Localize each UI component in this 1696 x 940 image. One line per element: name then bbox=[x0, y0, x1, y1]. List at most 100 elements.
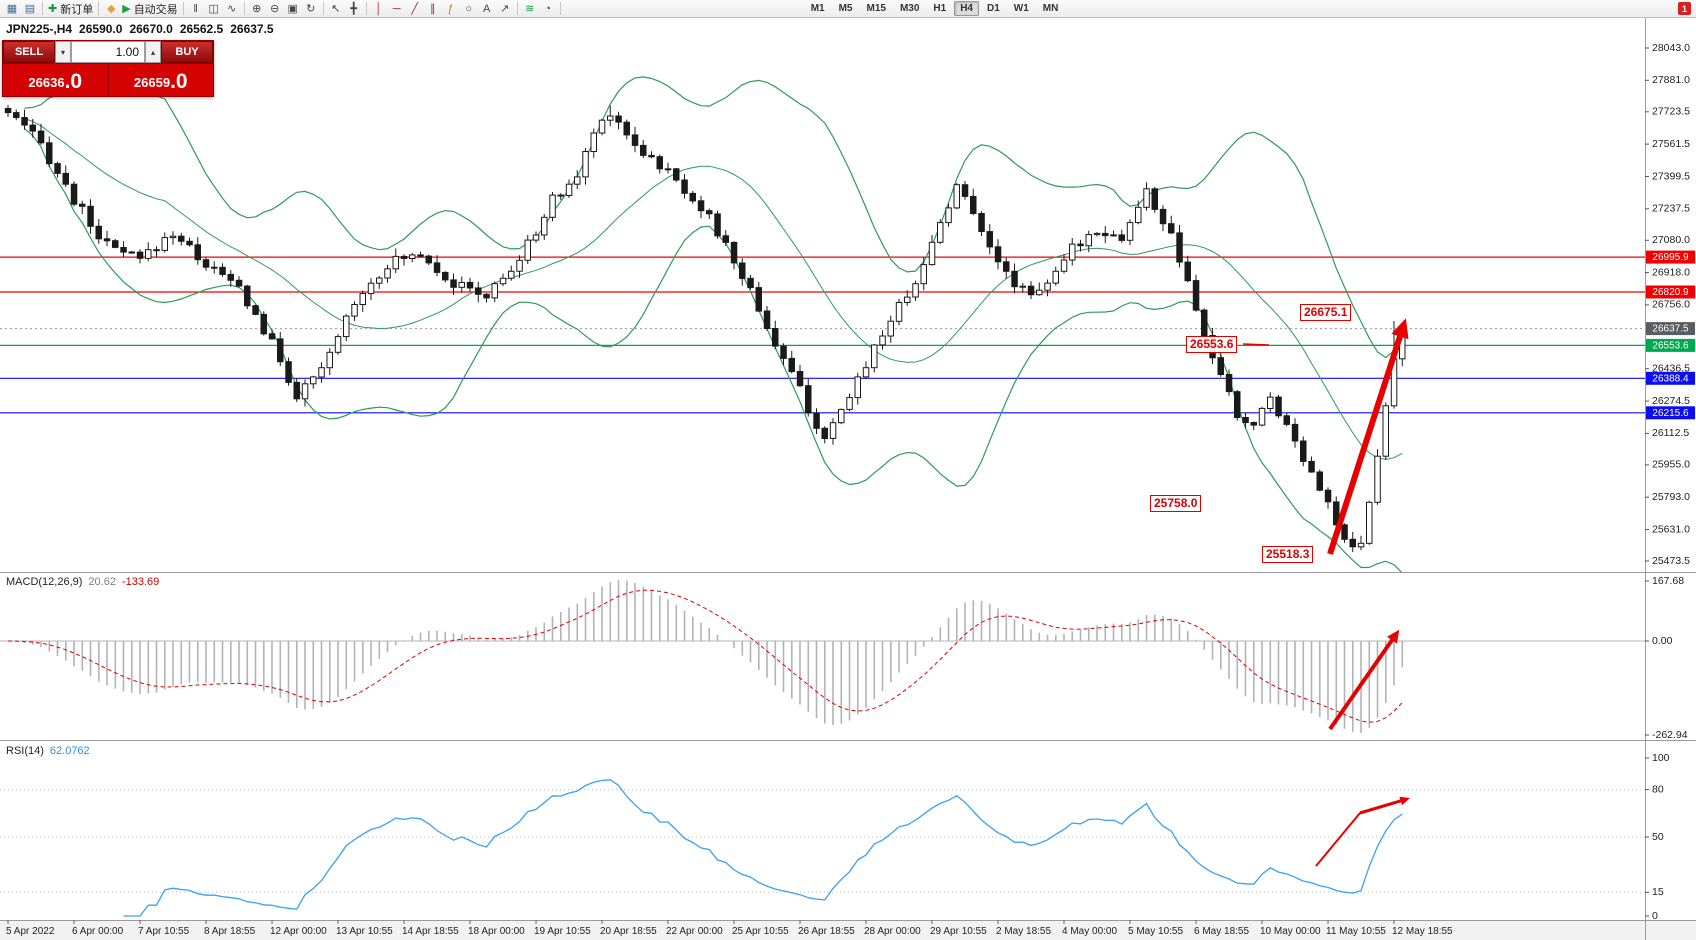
new-chart-icon[interactable]: ▦ bbox=[3, 1, 21, 17]
new-order-button[interactable]: ✚ 新订单 bbox=[46, 1, 95, 17]
timeframe-m5[interactable]: M5 bbox=[838, 3, 853, 14]
svg-text:25631.0: 25631.0 bbox=[1652, 523, 1690, 535]
svg-text:13 Apr 10:55: 13 Apr 10:55 bbox=[336, 926, 393, 937]
ohlc-low: 26562.5 bbox=[179, 22, 224, 36]
tile-windows-icon[interactable]: ▣ bbox=[284, 1, 302, 17]
line-chart-icon[interactable]: ∿ bbox=[223, 1, 241, 17]
timeframe-m15[interactable]: M15 bbox=[866, 3, 886, 14]
rsi-indicator-label: RSI(14) 62.0762 bbox=[6, 745, 96, 757]
svg-text:12 May 18:55: 12 May 18:55 bbox=[1392, 926, 1453, 937]
alert-badge-icon[interactable]: 1 bbox=[1678, 2, 1691, 15]
indicators-icon[interactable]: ≋ bbox=[521, 1, 539, 17]
candlestick-chart-icon[interactable]: ◫ bbox=[205, 1, 223, 17]
ask-price-big: .0 bbox=[170, 70, 188, 93]
svg-text:100: 100 bbox=[1652, 752, 1670, 764]
ohlc-high: 26670.0 bbox=[129, 22, 173, 36]
metaeditor-icon[interactable]: ◆ bbox=[102, 1, 120, 17]
svg-text:50: 50 bbox=[1652, 831, 1664, 843]
svg-text:-262.94: -262.94 bbox=[1652, 729, 1688, 741]
cursor-icon[interactable]: ↖ bbox=[327, 1, 345, 17]
autotrading-button-label: 自动交易 bbox=[133, 3, 178, 16]
svg-text:80: 80 bbox=[1652, 783, 1664, 795]
price-annotation[interactable]: 25518.3 bbox=[1262, 546, 1314, 563]
shapes-icon: ○ bbox=[465, 2, 473, 15]
arrow-object-icon: ↗ bbox=[500, 2, 510, 15]
svg-text:26436.5: 26436.5 bbox=[1652, 362, 1690, 374]
timeframe-h4[interactable]: H4 bbox=[954, 1, 979, 16]
price-annotation[interactable]: 25758.0 bbox=[1150, 495, 1202, 512]
timeframe-h1[interactable]: H1 bbox=[933, 3, 947, 14]
svg-text:25955.0: 25955.0 bbox=[1652, 459, 1690, 471]
new-order-button-label: 新订单 bbox=[60, 3, 94, 16]
volume-decrease-button[interactable]: ▾ bbox=[55, 41, 71, 63]
buy-button[interactable]: BUY bbox=[161, 41, 213, 63]
svg-text:14 Apr 18:55: 14 Apr 18:55 bbox=[402, 926, 459, 937]
timeframe-m30[interactable]: M30 bbox=[899, 3, 920, 14]
toolbar-separator bbox=[98, 2, 100, 15]
text-label-icon[interactable]: A bbox=[478, 1, 496, 17]
svg-text:5 May 10:55: 5 May 10:55 bbox=[1128, 926, 1183, 937]
main-toolbar: ▦ ▤ ✚ 新订单 ◆ ▶ 自动交易 ‖ ◫ ∿ ⊕ ⊖ ▣ ↻ ↖ ╋ │ ─ ╱ ∥ ƒ ○ A ↗ ≋ ◔ M1 M5 M15 M3… bbox=[0, 0, 1696, 18]
bid-price-main: 26636 bbox=[28, 75, 65, 90]
arrow-object-icon[interactable]: ↗ bbox=[496, 1, 514, 17]
trendline-icon[interactable]: ╱ bbox=[406, 1, 424, 17]
svg-text:2 May 18:55: 2 May 18:55 bbox=[996, 926, 1051, 937]
shapes-icon[interactable]: ○ bbox=[460, 1, 478, 17]
svg-text:18 Apr 00:00: 18 Apr 00:00 bbox=[468, 926, 525, 937]
rsi-value: 62.0762 bbox=[49, 745, 90, 757]
fibonacci-icon[interactable]: ƒ bbox=[442, 1, 460, 17]
svg-text:27561.5: 27561.5 bbox=[1652, 138, 1690, 150]
volume-input[interactable] bbox=[71, 41, 145, 63]
price-annotation[interactable]: 26553.6 bbox=[1186, 336, 1238, 353]
price-annotation[interactable]: 26675.1 bbox=[1300, 304, 1352, 321]
sell-button[interactable]: SELL bbox=[3, 41, 55, 63]
new-order-plus-icon: ✚ bbox=[48, 2, 58, 15]
bollinger-lower-band bbox=[24, 128, 1402, 572]
timeframe-group: M1 M5 M15 M30 H1 H4 D1 W1 MN bbox=[804, 1, 1066, 16]
svg-text:27881.0: 27881.0 bbox=[1652, 74, 1690, 86]
crosshair-icon: ╋ bbox=[350, 2, 357, 15]
autotrading-button[interactable]: ▶ 自动交易 bbox=[120, 1, 179, 17]
symbol-title: JPN225-,H4 bbox=[6, 22, 73, 36]
profiles-icon[interactable]: ▤ bbox=[21, 1, 39, 17]
toolbar-separator bbox=[243, 2, 245, 15]
indicators-icon: ≋ bbox=[525, 2, 535, 15]
svg-text:25 Apr 10:55: 25 Apr 10:55 bbox=[732, 926, 789, 937]
ask-price[interactable]: 26659.0 bbox=[107, 64, 214, 96]
svg-text:27237.5: 27237.5 bbox=[1652, 203, 1690, 215]
bid-price[interactable]: 26636.0 bbox=[3, 64, 108, 96]
bar-chart-icon: ‖ bbox=[193, 2, 198, 15]
zoom-in-icon[interactable]: ⊕ bbox=[248, 1, 266, 17]
auto-scroll-icon[interactable]: ↻ bbox=[302, 1, 320, 17]
one-click-trading-panel: SELL ▾ ▴ BUY 26636.0 26659.0 bbox=[2, 40, 214, 97]
trend-arrow bbox=[1359, 796, 1410, 815]
axes-layer[interactable]: 28043.0 27881.0 27723.5 27561.5 27399.5 27237… bbox=[0, 18, 1696, 940]
svg-text:29 Apr 10:55: 29 Apr 10:55 bbox=[930, 926, 987, 937]
vertical-line-icon[interactable]: │ bbox=[370, 1, 388, 17]
horizontal-line-icon[interactable]: ─ bbox=[388, 1, 406, 17]
volume-increase-button[interactable]: ▴ bbox=[145, 41, 161, 63]
svg-text:27723.5: 27723.5 bbox=[1652, 106, 1690, 118]
channel-icon[interactable]: ∥ bbox=[424, 1, 442, 17]
timeframe-m1[interactable]: M1 bbox=[810, 3, 825, 14]
trend-arrows-layer[interactable] bbox=[1242, 318, 1410, 867]
svg-text:0.00: 0.00 bbox=[1652, 635, 1673, 647]
trade-prices-row: 26636.0 26659.0 bbox=[3, 63, 213, 96]
timeframe-mn[interactable]: MN bbox=[1042, 3, 1059, 14]
crosshair-icon[interactable]: ╋ bbox=[345, 1, 363, 17]
svg-text:26 Apr 18:55: 26 Apr 18:55 bbox=[798, 926, 855, 937]
bollinger-middle-band bbox=[24, 117, 1403, 460]
svg-text:22 Apr 00:00: 22 Apr 00:00 bbox=[666, 926, 723, 937]
toolbar-separator bbox=[42, 2, 43, 15]
macd-signal-value: -133.69 bbox=[121, 576, 160, 588]
bollinger-upper-band bbox=[24, 76, 1403, 359]
bar-chart-icon[interactable]: ‖ bbox=[187, 1, 205, 17]
zoom-out-icon[interactable]: ⊖ bbox=[266, 1, 284, 17]
timeframe-w1[interactable]: W1 bbox=[1013, 3, 1029, 14]
periods-icon: ◔ bbox=[544, 2, 552, 15]
timeframe-d1[interactable]: D1 bbox=[987, 3, 1000, 14]
periods-icon[interactable]: ◔ bbox=[539, 1, 557, 17]
toolbar-separator bbox=[322, 2, 324, 15]
candlestick-chart-icon: ◫ bbox=[208, 2, 219, 15]
